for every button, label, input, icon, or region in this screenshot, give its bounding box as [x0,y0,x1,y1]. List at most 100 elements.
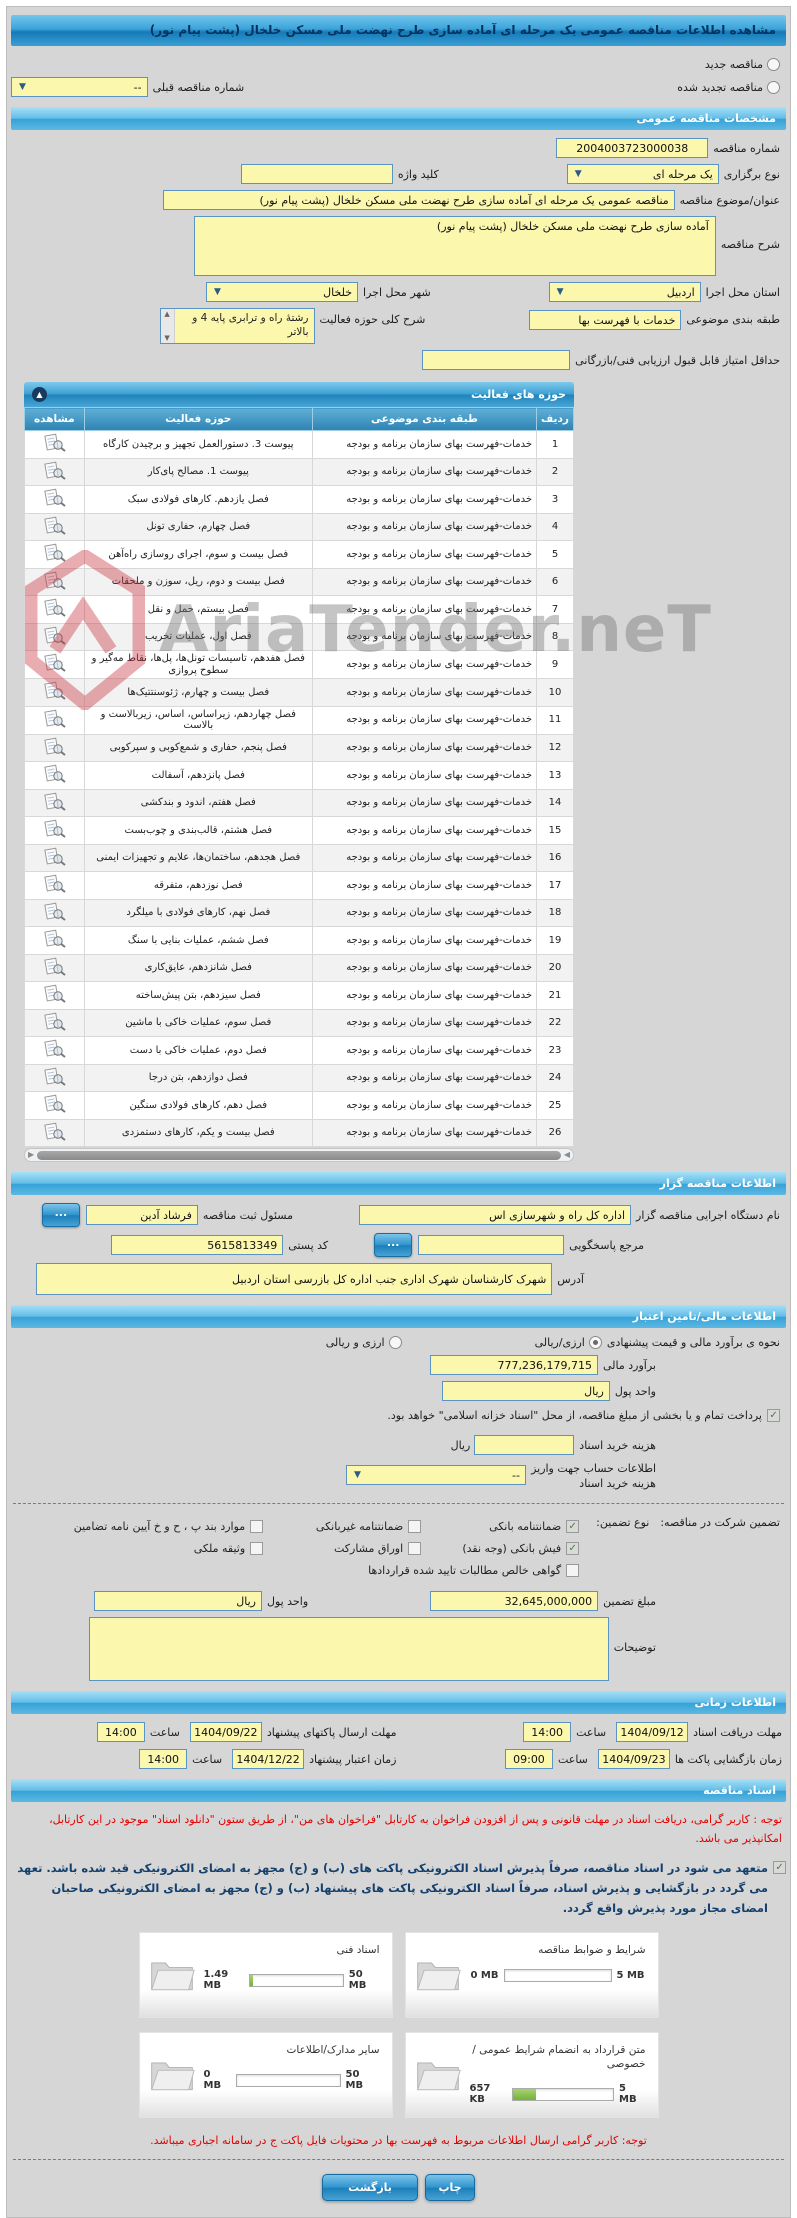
registrar-lookup-button[interactable]: ... [41,1203,80,1227]
upload-card[interactable]: متن قرارداد به انضمام شرایط عمومی /خصوصی… [404,2032,659,2118]
view-document-icon[interactable] [42,516,66,539]
view-document-icon[interactable] [42,957,66,980]
radio-currency-rial[interactable] [388,1336,402,1349]
view-document-icon[interactable] [42,433,66,456]
view-document-icon[interactable] [42,488,66,511]
view-document-icon[interactable] [42,543,66,566]
radio-new-tender[interactable] [767,58,780,71]
view-document-icon[interactable] [42,626,66,649]
classification-field[interactable]: خدمات با فهرست بها [529,310,682,330]
checkbox-icon[interactable] [566,1564,580,1577]
view-document-icon[interactable] [42,984,66,1007]
postal-code-field[interactable]: 5615813349 [111,1235,284,1255]
view-document-icon[interactable] [42,929,66,952]
prev-tender-number-select[interactable]: -- ▼ [11,77,148,97]
view-document-icon[interactable] [42,1122,66,1145]
treasury-checkbox[interactable]: ✓ [767,1409,780,1422]
view-document-icon[interactable] [42,1012,66,1035]
tender-type-select[interactable]: یک مرحله ای ▼ [566,164,719,184]
view-document-icon[interactable] [42,461,66,484]
view-document-icon[interactable] [42,1039,66,1062]
upload-progress-bar [503,1969,612,1982]
upload-card[interactable]: شرایط و ضوابط مناقصه 0 MB 5 MB [404,1932,659,2018]
address-field[interactable]: شهرک کارشناسان شهرک اداری جنب اداره کل ب… [36,1263,553,1295]
checkbox-icon[interactable]: ✓ [566,1542,580,1555]
schedule-time-field[interactable]: 09:00 [504,1749,553,1769]
collapse-icon[interactable]: ▲ [32,387,47,402]
table-row: 2 خدمات-فهرست بهای سازمان برنامه و بودجه پ… [24,457,574,486]
fee-account-select[interactable]: -- ▼ [346,1465,526,1485]
checkbox-icon[interactable] [408,1542,422,1555]
col-field: حوزه فعالیت [83,407,313,431]
scroll-down-icon[interactable]: ▼ [164,334,170,342]
registrar-field[interactable]: فرشاد آدین [85,1205,198,1225]
checkbox-icon[interactable] [250,1542,264,1555]
tender-number-field[interactable]: 2004003723000038 [556,138,709,158]
checkbox-icon[interactable] [250,1520,264,1533]
checkbox-icon[interactable]: ✓ [566,1520,580,1533]
view-document-icon[interactable] [42,598,66,621]
view-document-icon[interactable] [42,709,66,732]
activity-scope-listbox[interactable]: رشتهٔ راه و ترابری پایه 4 و بالاتر ▲ ▼ [159,308,315,344]
registrar-label: مسئول ثبت مناقصه [202,1208,294,1222]
view-document-icon[interactable] [42,1067,66,1090]
min-score-field[interactable] [422,350,571,370]
scrollbar-thumb[interactable] [37,1150,561,1160]
scroll-up-icon[interactable]: ▲ [164,310,170,318]
view-document-icon[interactable] [42,571,66,594]
guarantee-amount-field[interactable]: 32,645,000,000 [430,1591,599,1611]
schedule-date-field[interactable]: 1404/09/23 [597,1749,670,1769]
view-document-icon[interactable] [42,764,66,787]
print-button[interactable]: چاپ [425,2174,475,2201]
guarantee-currency-field[interactable]: ریال [93,1591,262,1611]
schedule-time-field[interactable]: 14:00 [523,1722,572,1742]
scroll-left-icon[interactable]: ▶ [28,1150,35,1159]
keyword-field[interactable] [240,164,393,184]
schedule-date-field[interactable]: 1404/09/12 [616,1722,689,1742]
scroll-right-icon[interactable]: ◀ [563,1150,570,1159]
doc-fee-field[interactable] [474,1435,575,1455]
currency-field[interactable]: ریال [441,1381,610,1401]
subject-field[interactable]: مناقصه عمومی یک مرحله ای آماده سازی طرح … [162,190,675,210]
back-button[interactable]: بازگشت [322,2174,418,2201]
schedule-time-field[interactable]: 14:00 [96,1722,145,1742]
row-index: 9 [536,650,574,679]
upload-progress-bar [512,2087,615,2101]
checkbox-icon[interactable] [408,1520,422,1533]
province-select[interactable]: اردبیل ▼ [548,282,701,302]
guarantee-option: موارد بند پ ، ح و خ آیین نامه تضامین [74,1520,264,1533]
view-document-icon[interactable] [42,737,66,760]
schedule-date-field[interactable]: 1404/12/22 [232,1749,305,1769]
schedule-date-field[interactable]: 1404/09/22 [189,1722,262,1742]
listbox-scrollbar[interactable]: ▲ ▼ [160,309,175,343]
description-textarea[interactable]: آماده سازی طرح نهضت ملی مسکن خلخال (پشت … [193,216,716,276]
executive-agency-field[interactable]: اداره کل راه و شهرسازی اس [359,1205,632,1225]
table-horizontal-scrollbar[interactable]: ◀ ▶ [24,1148,574,1162]
view-document-icon[interactable] [42,653,66,676]
view-document-icon[interactable] [42,1094,66,1117]
estimate-field[interactable]: 777,236,179,715 [430,1355,599,1375]
view-document-icon[interactable] [42,902,66,925]
notes-textarea[interactable] [88,1617,609,1681]
view-document-icon[interactable] [42,819,66,842]
table-row: 3 خدمات-فهرست بهای سازمان برنامه و بودجه ف… [24,485,574,514]
hour-label: ساعت [149,1725,180,1739]
table-row: 24 خدمات-فهرست بهای سازمان برنامه و بودجه… [24,1063,574,1092]
view-document-icon[interactable] [42,874,66,897]
upload-card[interactable]: سایر مدارک/اطلاعات 0 MB 50 MB [138,2032,393,2118]
radio-rial[interactable] [588,1336,602,1349]
row-view-cell [24,816,85,845]
city-select[interactable]: خلخال ▼ [206,282,359,302]
row-category: خدمات-فهرست بهای سازمان برنامه و بودجه [311,430,538,459]
responder-field[interactable] [418,1235,565,1255]
pledge-checkbox[interactable]: ✓ [773,1861,786,1874]
view-document-icon[interactable] [42,681,66,704]
view-document-icon[interactable] [42,792,66,815]
radio-renewed-tender[interactable] [767,80,780,94]
chevron-down-icon: ▼ [19,82,26,92]
schedule-time-field[interactable]: 14:00 [139,1749,188,1769]
responder-lookup-button[interactable]: ... [374,1233,413,1257]
upload-card[interactable]: اسناد فنی 1.49 MB 50 MB [138,1932,393,2018]
view-document-icon[interactable] [42,847,66,870]
upload-used: 657 KB [469,2083,491,2105]
